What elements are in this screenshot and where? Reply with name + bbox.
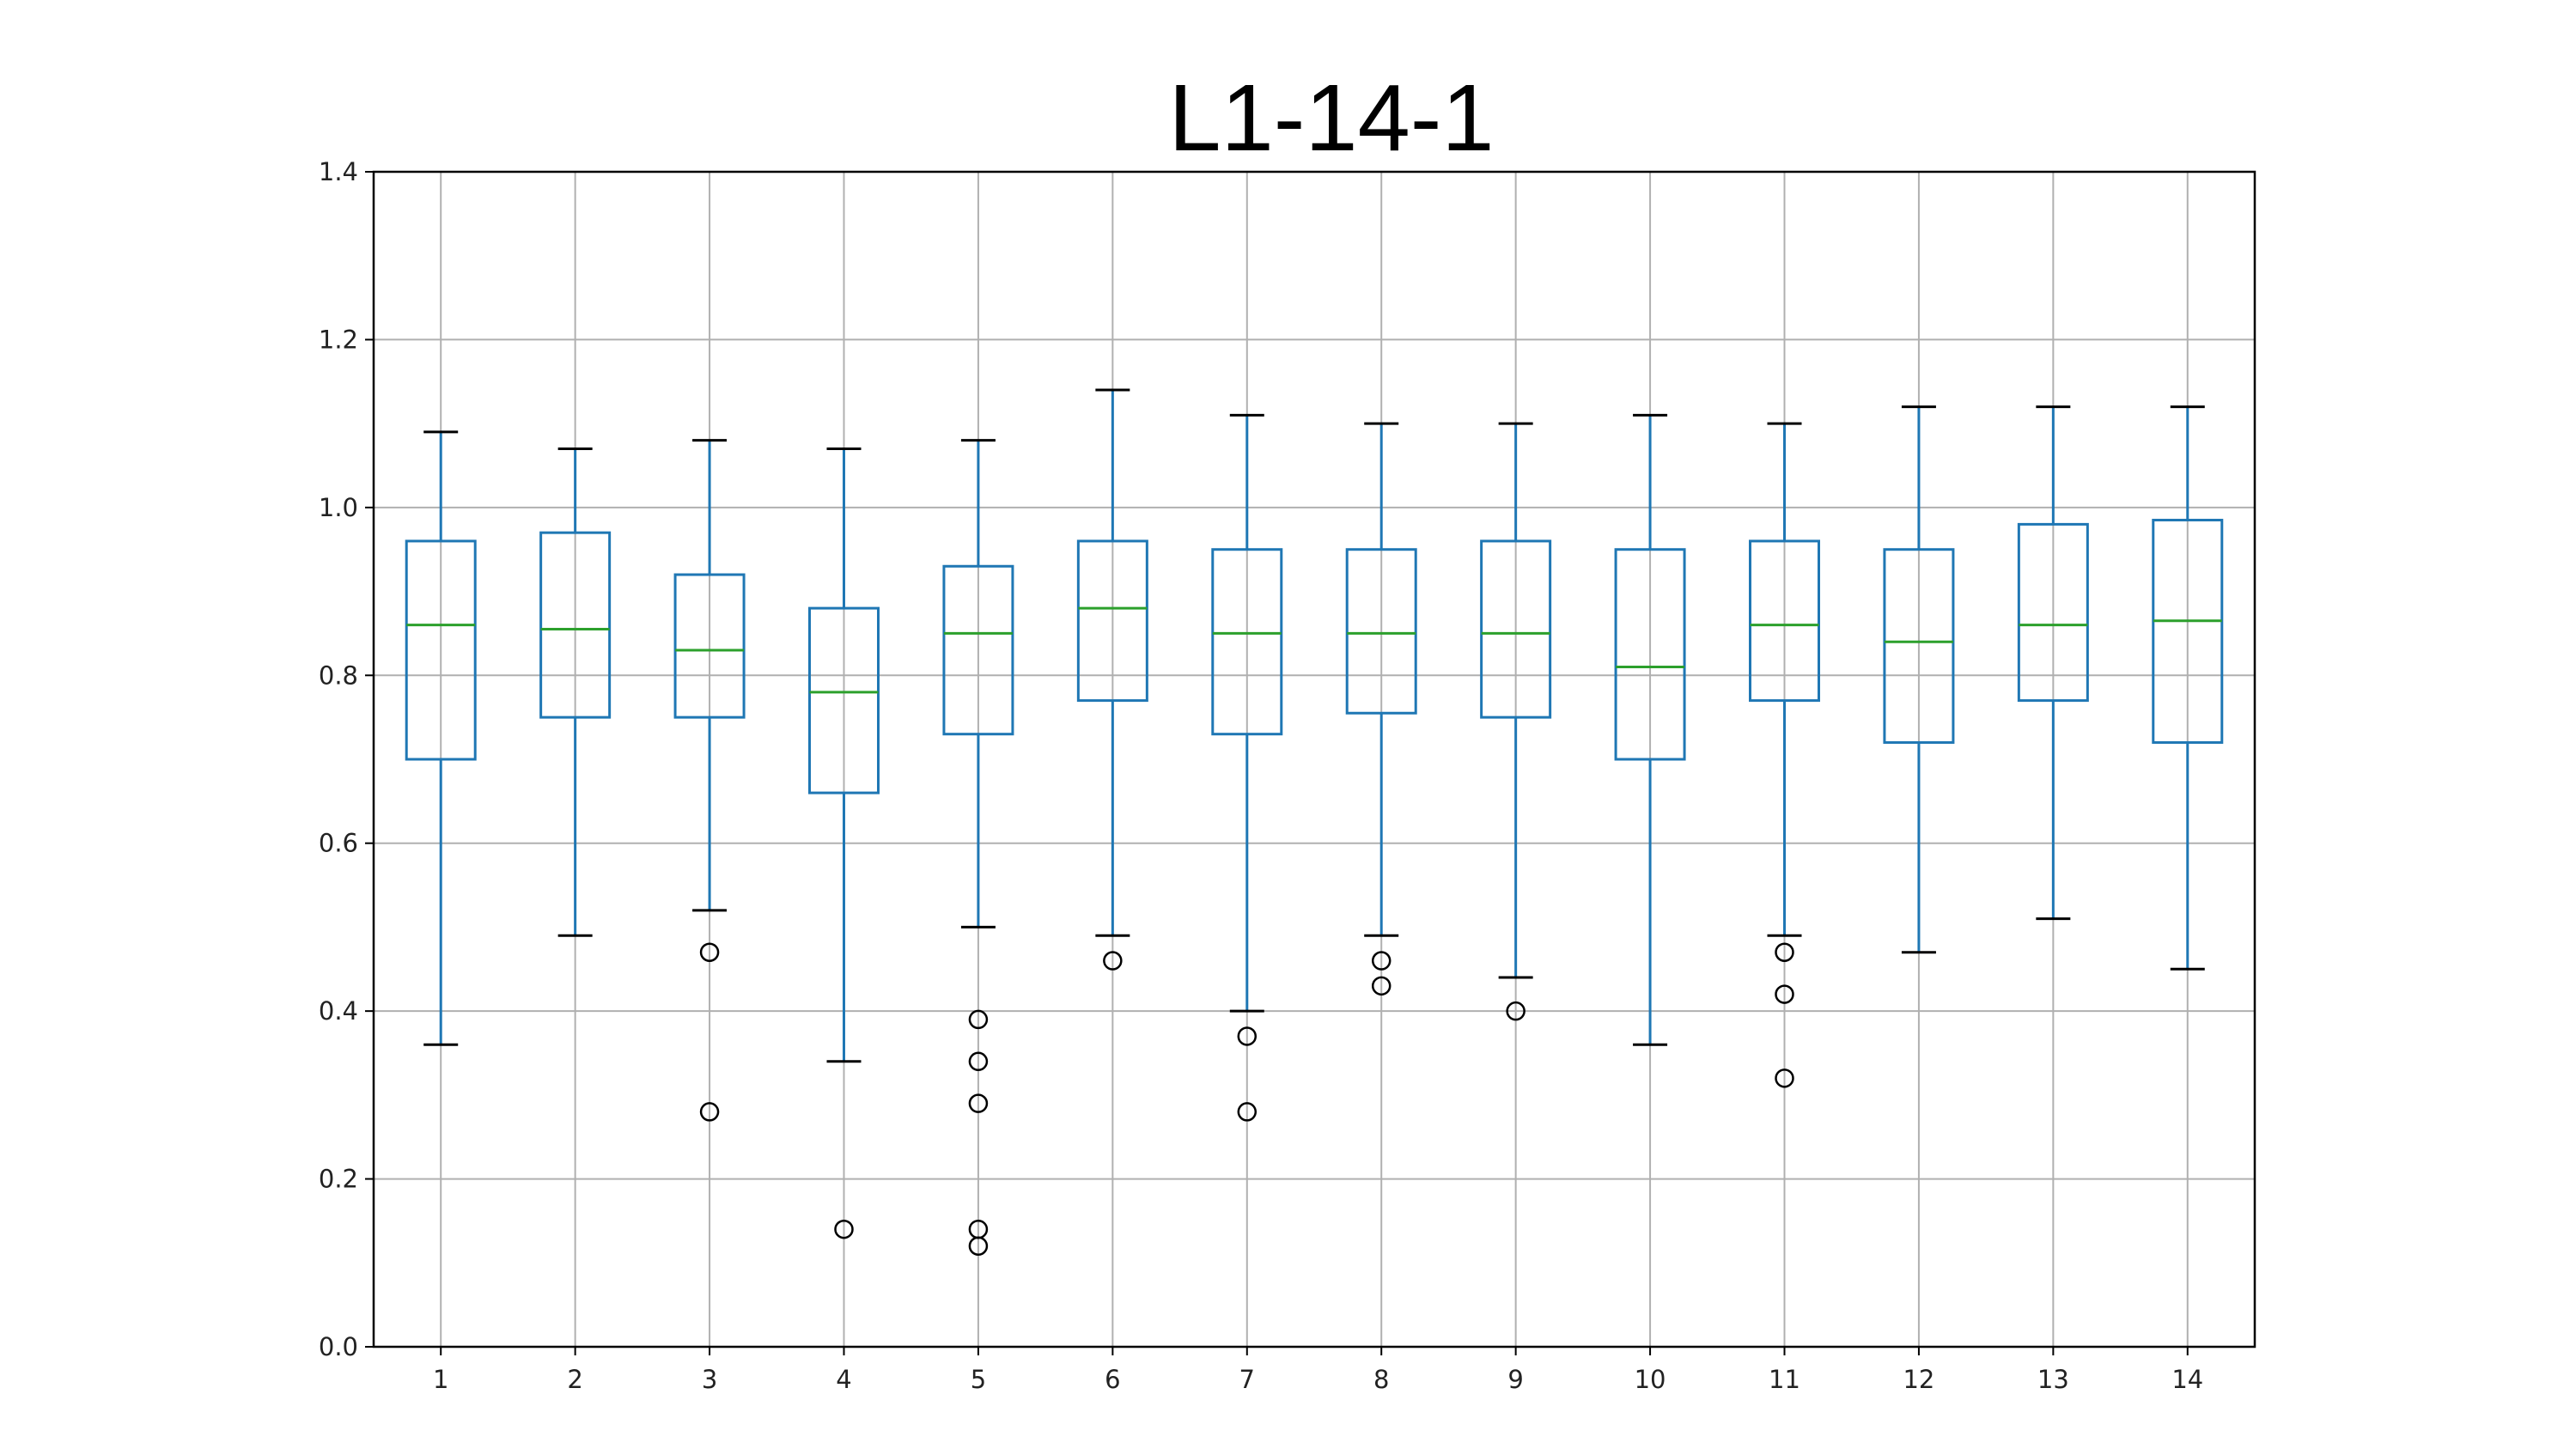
- grid-lines: [374, 171, 2255, 1348]
- box-2: [539, 447, 612, 937]
- x-tick-label: 6: [1105, 1365, 1120, 1394]
- iqr-box: [673, 573, 746, 719]
- iqr-box: [1211, 548, 1283, 736]
- box-5: [942, 439, 1014, 1256]
- y-tick-label: 0.2: [319, 1165, 358, 1194]
- outlier-point: [1506, 1001, 1526, 1021]
- outlier-point: [1371, 976, 1392, 996]
- box-1: [405, 430, 477, 1046]
- iqr-box: [405, 539, 477, 761]
- iqr-box: [1614, 548, 1686, 761]
- box-11: [1749, 422, 1820, 1088]
- x-tick-label: 11: [1769, 1365, 1800, 1394]
- iqr-box: [539, 531, 612, 719]
- box-10: [1614, 413, 1686, 1046]
- iqr-box: [942, 564, 1014, 736]
- outlier-point: [699, 942, 720, 962]
- y-tick-label: 1.4: [319, 157, 358, 186]
- outlier-point: [1775, 942, 1794, 962]
- x-tick-label: 7: [1239, 1365, 1255, 1394]
- y-tick-label: 0.8: [319, 661, 358, 690]
- y-tick-label: 1.0: [319, 493, 358, 522]
- box-series: [405, 388, 2224, 1256]
- x-tick-label: 14: [2171, 1365, 2203, 1394]
- iqr-box: [1480, 539, 1552, 719]
- outlier-point: [968, 1236, 989, 1256]
- box-8: [1345, 422, 1417, 996]
- x-tick-label: 3: [702, 1365, 717, 1394]
- box-9: [1480, 422, 1552, 1021]
- outlier-point: [834, 1219, 854, 1239]
- y-tick-label: 1.2: [319, 325, 358, 354]
- chart-title: L1-14-1: [1168, 65, 1495, 171]
- iqr-box: [2152, 519, 2224, 744]
- box-4: [808, 447, 880, 1239]
- iqr-box: [1076, 539, 1148, 703]
- iqr-box: [808, 606, 880, 795]
- iqr-box: [1749, 539, 1820, 703]
- axes-frame: [372, 170, 2256, 1349]
- outlier-point: [1371, 951, 1392, 971]
- box-6: [1076, 388, 1148, 971]
- box-14: [2152, 405, 2224, 971]
- x-tick-label: 4: [836, 1365, 851, 1394]
- x-tick-label: 12: [1903, 1365, 1934, 1394]
- iqr-box: [2017, 522, 2089, 703]
- x-tick-label: 5: [971, 1365, 986, 1394]
- x-tick-label: 8: [1373, 1365, 1389, 1394]
- outlier-point: [1103, 951, 1123, 971]
- y-axis-ticks: 0.0 0.2 0.4 0.6 0.8 1.0 1.2 1.4: [319, 157, 374, 1361]
- outlier-point: [1775, 1068, 1794, 1088]
- iqr-box: [1345, 548, 1417, 715]
- box-7: [1211, 413, 1283, 1122]
- outlier-point: [968, 1051, 989, 1072]
- x-axis-ticks: 1 2 3 4 5 6 7 8 9 10 11 12 13 14: [433, 1347, 2203, 1394]
- box-3: [673, 439, 746, 1122]
- outlier-point: [1775, 984, 1794, 1004]
- x-tick-label: 10: [1635, 1365, 1666, 1394]
- x-tick-label: 2: [567, 1365, 582, 1394]
- outlier-point: [1237, 1102, 1258, 1122]
- box-13: [2017, 405, 2089, 921]
- x-tick-label: 13: [2037, 1365, 2069, 1394]
- y-tick-label: 0.6: [319, 829, 358, 858]
- iqr-box: [1883, 548, 1955, 744]
- outlier-point: [968, 1009, 989, 1030]
- outlier-point: [699, 1102, 720, 1122]
- y-tick-label: 0.0: [319, 1332, 358, 1361]
- outlier-point: [968, 1093, 989, 1113]
- x-tick-label: 9: [1507, 1365, 1523, 1394]
- box-12: [1883, 405, 1955, 954]
- y-tick-label: 0.4: [319, 996, 358, 1026]
- x-tick-label: 1: [433, 1365, 448, 1394]
- outlier-point: [1237, 1026, 1258, 1046]
